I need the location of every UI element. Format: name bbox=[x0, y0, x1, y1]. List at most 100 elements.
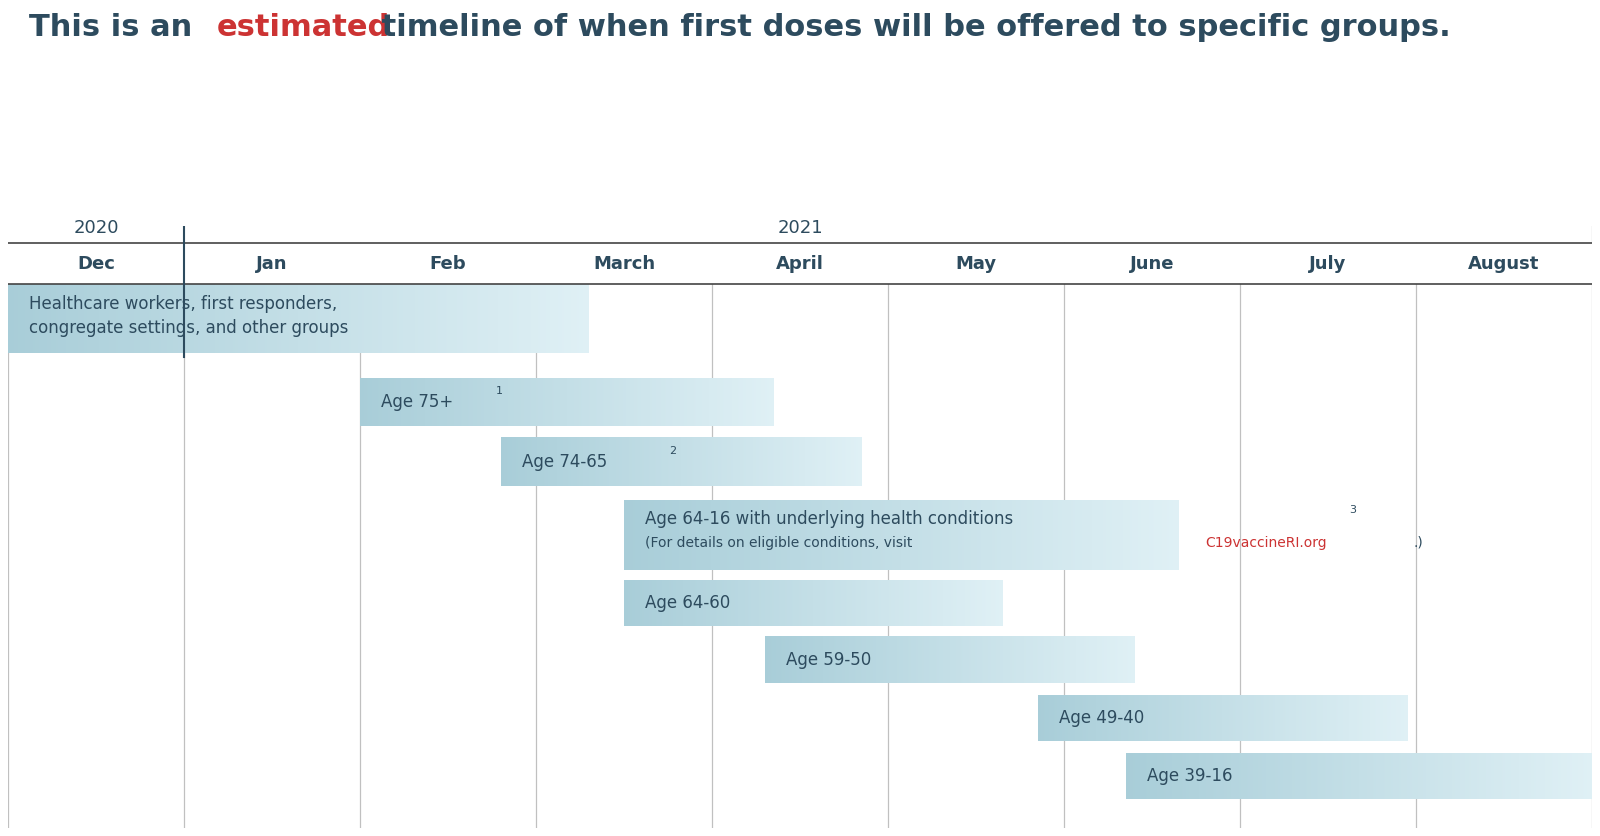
Bar bbox=[918, 579, 920, 625]
Bar bbox=[507, 437, 509, 486]
Bar bbox=[635, 437, 637, 486]
Bar bbox=[1451, 753, 1453, 799]
Bar bbox=[744, 378, 747, 426]
Bar bbox=[1141, 695, 1142, 742]
Bar bbox=[693, 579, 694, 625]
Bar bbox=[942, 636, 944, 682]
Bar bbox=[1075, 695, 1077, 742]
Bar bbox=[277, 278, 280, 353]
Bar bbox=[750, 437, 752, 486]
Bar bbox=[502, 278, 504, 353]
Bar bbox=[648, 437, 651, 486]
Bar bbox=[134, 278, 136, 353]
Bar bbox=[830, 636, 832, 682]
Bar bbox=[1218, 753, 1219, 799]
Bar bbox=[781, 437, 782, 486]
Bar bbox=[85, 278, 88, 353]
Bar bbox=[696, 579, 698, 625]
Bar bbox=[659, 437, 661, 486]
Bar bbox=[757, 437, 758, 486]
Bar bbox=[854, 579, 856, 625]
Bar bbox=[542, 378, 544, 426]
Bar bbox=[891, 636, 893, 682]
Bar bbox=[1206, 753, 1208, 799]
Bar bbox=[579, 278, 581, 353]
Bar bbox=[1498, 753, 1499, 799]
Bar bbox=[1235, 695, 1237, 742]
Bar bbox=[962, 636, 963, 682]
Bar bbox=[811, 579, 813, 625]
Bar bbox=[499, 278, 502, 353]
Bar bbox=[405, 278, 408, 353]
Bar bbox=[1296, 695, 1298, 742]
Bar bbox=[1005, 636, 1006, 682]
Bar bbox=[541, 278, 542, 353]
Bar bbox=[1210, 695, 1211, 742]
Bar bbox=[1064, 695, 1067, 742]
Bar bbox=[1528, 753, 1530, 799]
Bar bbox=[722, 579, 725, 625]
Bar bbox=[829, 636, 830, 682]
Bar bbox=[907, 636, 909, 682]
Bar bbox=[352, 278, 355, 353]
Bar bbox=[1195, 753, 1198, 799]
Bar bbox=[1283, 695, 1286, 742]
Bar bbox=[562, 278, 565, 353]
Bar bbox=[733, 378, 734, 426]
Bar bbox=[214, 278, 218, 353]
Bar bbox=[1112, 500, 1114, 570]
Bar bbox=[1285, 753, 1286, 799]
Bar bbox=[1534, 753, 1536, 799]
Bar bbox=[778, 636, 779, 682]
Bar bbox=[418, 378, 419, 426]
Bar bbox=[485, 378, 488, 426]
Bar bbox=[933, 636, 934, 682]
Bar bbox=[570, 437, 571, 486]
Bar bbox=[928, 579, 930, 625]
Bar bbox=[560, 378, 562, 426]
Bar bbox=[1144, 753, 1146, 799]
Bar bbox=[74, 278, 77, 353]
Bar bbox=[661, 437, 662, 486]
Bar bbox=[1082, 636, 1083, 682]
Bar bbox=[624, 500, 626, 570]
Bar bbox=[768, 579, 770, 625]
Bar bbox=[1240, 695, 1242, 742]
Bar bbox=[1142, 695, 1144, 742]
Bar bbox=[544, 437, 546, 486]
Bar bbox=[1358, 695, 1360, 742]
Bar bbox=[658, 378, 659, 426]
Bar bbox=[523, 278, 525, 353]
Bar bbox=[872, 500, 874, 570]
Bar bbox=[691, 579, 693, 625]
Bar bbox=[485, 278, 486, 353]
Bar bbox=[765, 437, 766, 486]
Bar bbox=[1093, 500, 1096, 570]
Bar bbox=[1083, 695, 1085, 742]
Bar bbox=[1342, 695, 1344, 742]
Bar bbox=[722, 378, 723, 426]
Bar bbox=[1309, 695, 1310, 742]
Bar bbox=[1163, 753, 1165, 799]
Bar bbox=[1294, 753, 1298, 799]
Bar bbox=[1118, 636, 1120, 682]
Bar bbox=[1182, 695, 1184, 742]
Bar bbox=[472, 278, 475, 353]
Bar bbox=[1035, 636, 1037, 682]
Bar bbox=[154, 278, 155, 353]
Bar bbox=[710, 579, 714, 625]
Bar bbox=[934, 636, 936, 682]
Bar bbox=[1123, 695, 1125, 742]
Bar bbox=[1171, 500, 1173, 570]
Bar bbox=[667, 500, 669, 570]
Bar bbox=[867, 636, 869, 682]
Bar bbox=[691, 437, 693, 486]
Bar bbox=[504, 378, 507, 426]
Bar bbox=[710, 579, 712, 625]
Bar bbox=[822, 579, 824, 625]
Bar bbox=[450, 378, 451, 426]
Bar bbox=[1341, 695, 1342, 742]
Bar bbox=[1261, 695, 1262, 742]
Bar bbox=[920, 636, 922, 682]
Bar bbox=[922, 500, 923, 570]
